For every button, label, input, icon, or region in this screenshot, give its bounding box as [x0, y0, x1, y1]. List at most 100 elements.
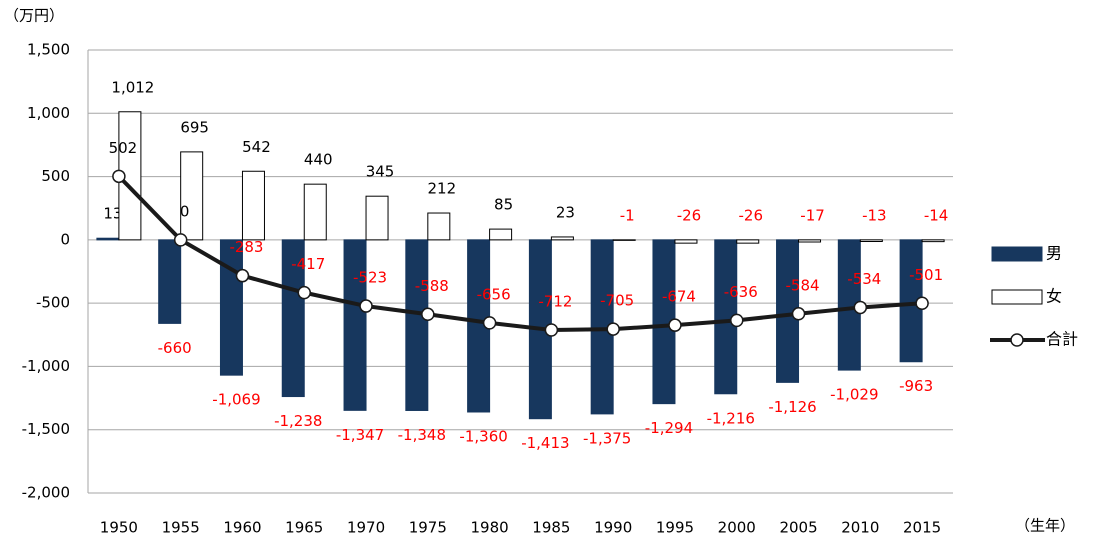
x-tick-label: 2015: [903, 519, 941, 537]
line-marker: [606, 322, 620, 336]
data-label: 440: [304, 151, 333, 169]
data-label: -963: [899, 377, 933, 395]
y-tick-label: -500: [36, 294, 70, 312]
legend-swatch: [991, 246, 1043, 262]
x-tick-label: 1960: [223, 519, 261, 537]
line-marker: [297, 285, 311, 300]
bar: [219, 239, 243, 376]
y-tick-label: -1,500: [22, 420, 70, 438]
line-marker: [112, 169, 126, 184]
data-label: -1,375: [583, 429, 631, 447]
x-tick-label: 1985: [532, 519, 570, 537]
legend-swatch: [991, 289, 1043, 305]
x-axis-label: （生年）: [1015, 517, 1075, 535]
data-label: 13: [103, 205, 122, 223]
bar: [96, 237, 120, 241]
x-tick-label: 1990: [594, 519, 632, 537]
data-label: -1,126: [768, 398, 816, 416]
legend-label: 女: [1046, 287, 1062, 306]
x-tick-label: 2000: [718, 519, 756, 537]
legend-label: 男: [1046, 244, 1062, 263]
data-label: -1,069: [212, 391, 260, 409]
line-marker: [730, 313, 744, 328]
data-label: -534: [847, 270, 881, 288]
data-label: -1,294: [645, 419, 693, 437]
bar: [365, 195, 389, 241]
x-tick-label: 1965: [285, 519, 323, 537]
line-marker: [173, 233, 188, 247]
data-label: -1,413: [521, 434, 569, 452]
data-label: -283: [229, 238, 263, 256]
bar: [674, 239, 698, 244]
data-label: 23: [556, 203, 575, 221]
y-tick-label: 500: [41, 167, 70, 185]
x-tick-label: 1980: [471, 519, 509, 537]
data-label: 85: [494, 196, 513, 214]
data-label: -13: [862, 206, 887, 224]
data-label: 345: [366, 163, 395, 181]
x-tick-label: 1955: [162, 519, 200, 537]
y-axis-label: （万円）: [4, 7, 64, 25]
bar: [343, 239, 367, 411]
data-label: 695: [180, 118, 209, 136]
bar: [303, 183, 327, 241]
data-label: -417: [291, 255, 325, 273]
data-label: 0: [180, 202, 190, 220]
data-label: -705: [600, 292, 634, 310]
line-marker: [853, 300, 868, 315]
x-tick-label: 2010: [841, 519, 879, 537]
data-label: -1,360: [459, 427, 507, 445]
line-marker: [235, 268, 250, 283]
bar: [736, 239, 760, 244]
bar: [405, 239, 429, 411]
data-label: -26: [677, 206, 702, 224]
data-label: -523: [353, 269, 387, 287]
line-marker: [544, 323, 559, 337]
x-tick-label: 1950: [100, 519, 138, 537]
bar: [859, 239, 883, 243]
data-label: -1: [620, 206, 635, 224]
bar: [158, 239, 182, 324]
data-label: -17: [800, 206, 825, 224]
data-label: -1,029: [830, 386, 878, 404]
data-label: 542: [242, 138, 271, 156]
bar: [612, 239, 636, 241]
x-tick-label: 1975: [409, 519, 447, 537]
y-tick-label: 1,000: [27, 104, 70, 122]
data-label: -26: [739, 206, 764, 224]
bar: [550, 236, 574, 241]
legend-marker: [1010, 333, 1024, 347]
legend-label: 合計: [1046, 330, 1078, 349]
data-label: -501: [909, 266, 943, 284]
bar: [798, 239, 822, 243]
total-line: [117, 174, 923, 332]
data-label: -588: [415, 277, 449, 295]
data-label: -584: [786, 276, 820, 294]
line-marker: [482, 316, 497, 330]
line-marker: [421, 307, 435, 322]
bar: [241, 170, 265, 241]
data-label: -674: [662, 288, 696, 306]
bar: [427, 212, 451, 241]
line-marker: [668, 318, 682, 332]
data-label: -14: [924, 206, 949, 224]
bar: [921, 239, 945, 243]
y-tick-label: -2,000: [22, 484, 70, 502]
data-label: -656: [477, 285, 511, 303]
data-label: 502: [109, 139, 138, 157]
line-marker: [915, 296, 929, 311]
data-label: -1,238: [274, 412, 322, 430]
data-label: -1,347: [336, 426, 384, 444]
y-tick-label: 1,500: [27, 41, 70, 59]
data-label: -712: [538, 292, 572, 310]
bar: [180, 151, 204, 241]
x-tick-label: 1995: [656, 519, 694, 537]
data-label: -1,216: [707, 409, 755, 427]
data-label: -636: [724, 283, 758, 301]
bar: [489, 228, 513, 241]
data-label: -660: [158, 339, 192, 357]
line-marker: [359, 299, 373, 313]
bar: [281, 239, 305, 398]
y-tick-label: 0: [60, 230, 70, 248]
